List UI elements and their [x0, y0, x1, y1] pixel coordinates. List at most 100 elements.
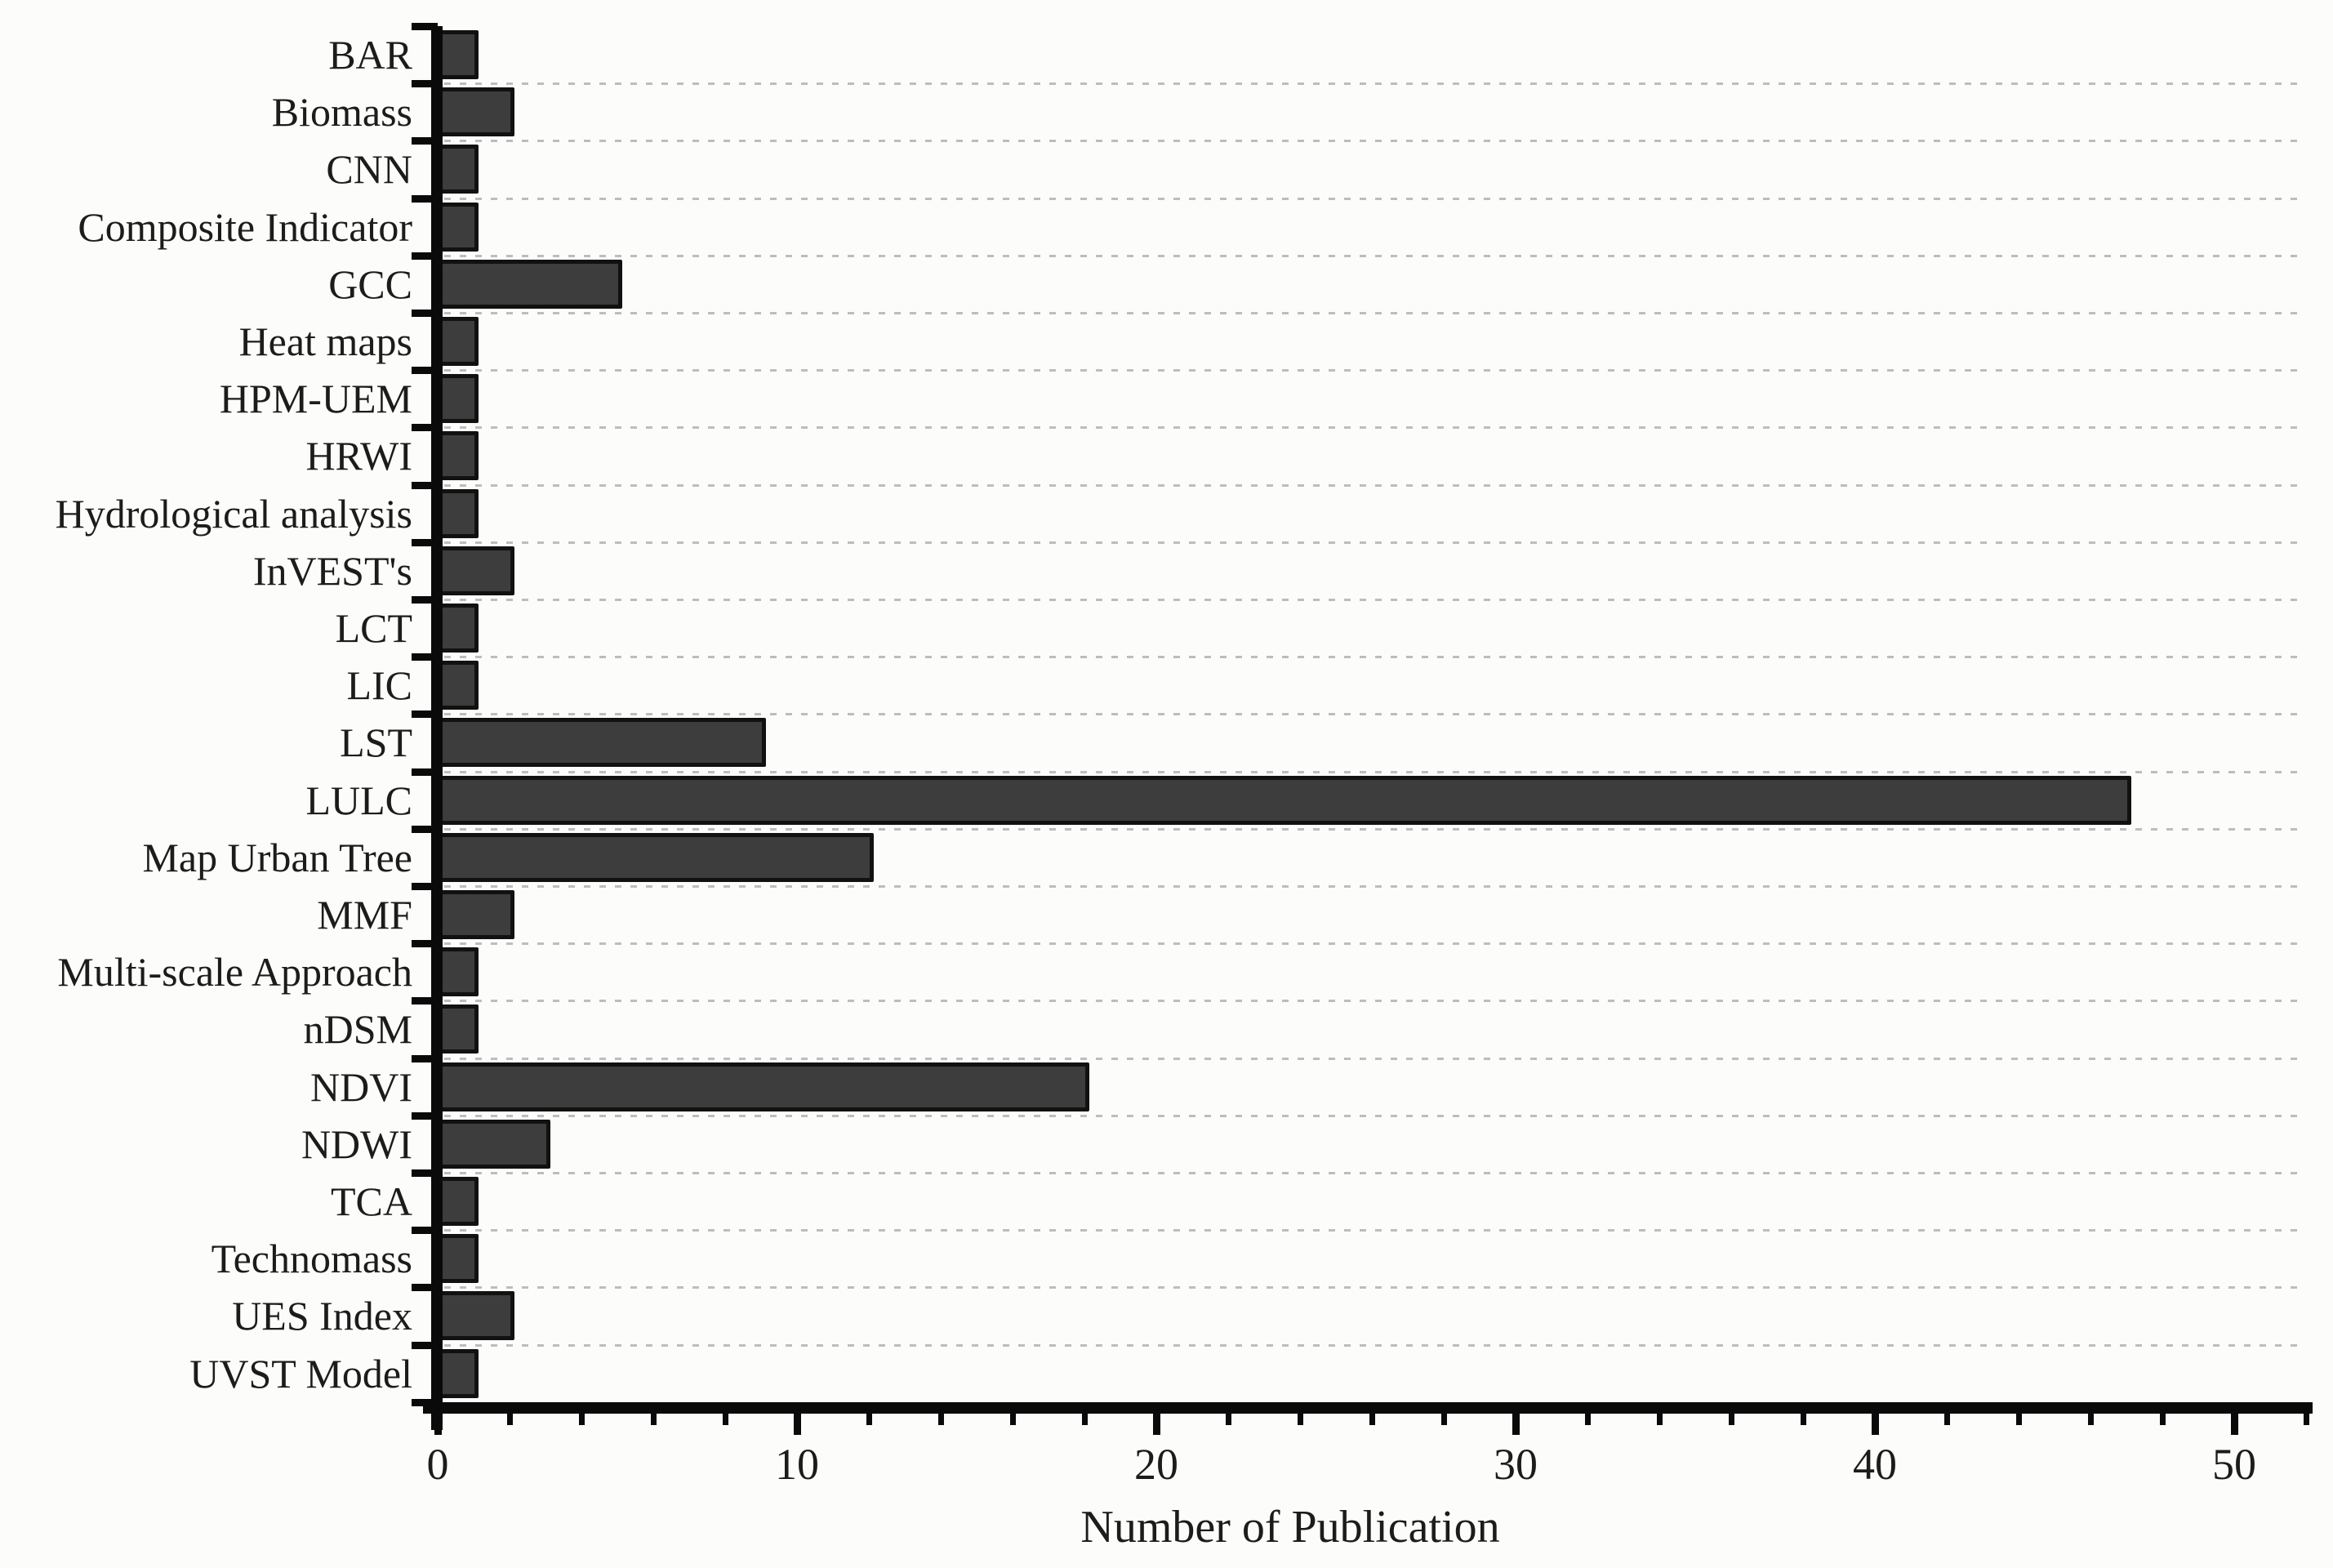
category-label: LST — [340, 719, 412, 766]
gridline — [444, 541, 2301, 544]
gridline — [444, 1000, 2301, 1003]
y-axis-tick — [412, 367, 438, 375]
gridline — [444, 1286, 2301, 1290]
x-major-tick — [2231, 1413, 2238, 1435]
x-tick-label: 20 — [1134, 1439, 1178, 1489]
gridline — [444, 1229, 2301, 1232]
bar-uvst-model — [438, 1348, 479, 1398]
x-tick-label: 10 — [775, 1439, 819, 1489]
x-minor-tick — [507, 1413, 513, 1425]
bar-lst — [438, 718, 766, 768]
category-label: Map Urban Tree — [142, 834, 412, 880]
y-axis-tick — [412, 653, 438, 662]
category-label: UVST Model — [189, 1350, 412, 1396]
bar-hrwi — [438, 431, 479, 481]
gridline — [444, 599, 2301, 601]
category-label: MMF — [317, 892, 412, 938]
gridline — [444, 885, 2301, 888]
bar-heat-maps — [438, 317, 479, 366]
x-minor-tick — [1585, 1413, 1591, 1425]
category-label: Technomass — [211, 1236, 412, 1282]
y-axis-tick — [412, 1284, 438, 1292]
gridline — [444, 1172, 2301, 1174]
x-minor-tick — [1226, 1413, 1231, 1425]
x-minor-tick — [2304, 1413, 2309, 1425]
bar-ndvi — [438, 1062, 1089, 1111]
bar-bar — [438, 30, 479, 79]
x-minor-tick — [1944, 1413, 1950, 1425]
x-minor-tick — [1010, 1413, 1016, 1425]
category-label: LULC — [305, 777, 412, 823]
x-minor-tick — [2088, 1413, 2094, 1425]
x-axis-title: Number of Publication — [1080, 1502, 1500, 1552]
bar-hydrological-analysis — [438, 488, 479, 538]
x-tick-label: 30 — [1494, 1439, 1538, 1489]
y-axis-tick — [412, 252, 438, 260]
x-major-tick — [794, 1413, 801, 1435]
bar-gcc — [438, 259, 622, 309]
x-minor-tick — [579, 1413, 585, 1425]
bar-multi-scale-approach — [438, 947, 479, 997]
y-axis-tick — [412, 825, 438, 833]
x-minor-tick — [723, 1413, 728, 1425]
gridline — [444, 483, 2301, 487]
gridline — [444, 369, 2301, 372]
y-axis-tick — [412, 137, 438, 145]
x-minor-tick — [866, 1413, 872, 1425]
bar-mmf — [438, 890, 514, 939]
category-label: HPM-UEM — [219, 376, 412, 422]
x-tick-label: 50 — [2212, 1439, 2256, 1489]
x-minor-tick — [1082, 1413, 1088, 1425]
category-label: UES Index — [232, 1293, 412, 1339]
bar-hpm-uem — [438, 374, 479, 424]
bar-ues-index — [438, 1291, 514, 1341]
category-label: NDVI — [310, 1063, 412, 1110]
category-label: Hydrological analysis — [55, 490, 412, 537]
y-axis-tick — [412, 710, 438, 719]
x-minor-tick — [1729, 1413, 1734, 1425]
category-label: GCC — [328, 261, 412, 307]
y-axis-tick — [412, 1341, 438, 1349]
x-axis-line — [423, 1401, 2313, 1414]
y-axis-tick — [412, 80, 438, 88]
x-major-tick — [1872, 1413, 1879, 1435]
bar-biomass — [438, 87, 514, 137]
x-minor-tick — [2160, 1413, 2166, 1425]
category-label: Biomass — [271, 89, 412, 136]
x-minor-tick — [651, 1413, 657, 1425]
category-label: HRWI — [305, 433, 412, 479]
category-label: InVEST's — [252, 547, 412, 594]
gridline — [444, 312, 2301, 314]
bar-invest-s — [438, 546, 514, 595]
y-axis-tick — [412, 997, 438, 1005]
bar-composite-indicator — [438, 202, 479, 252]
bar-lic — [438, 661, 479, 710]
y-axis-tick — [412, 23, 438, 30]
gridline — [444, 426, 2301, 430]
bar-cnn — [438, 145, 479, 194]
y-axis-tick — [412, 940, 438, 948]
gridline — [444, 1343, 2301, 1347]
x-minor-tick — [2016, 1413, 2022, 1425]
x-major-tick — [1153, 1413, 1160, 1435]
gridline — [444, 942, 2301, 946]
gridline — [444, 1114, 2301, 1117]
y-axis-tick — [412, 1227, 438, 1235]
x-minor-tick — [1441, 1413, 1447, 1425]
x-minor-tick — [1801, 1413, 1806, 1425]
category-label: CNN — [326, 146, 412, 193]
y-axis-tick — [412, 194, 438, 203]
y-axis-tick — [412, 768, 438, 776]
x-minor-tick — [1369, 1413, 1375, 1425]
x-minor-tick — [1657, 1413, 1663, 1425]
bar-map-urban-tree — [438, 832, 874, 882]
gridline — [444, 1057, 2301, 1060]
category-label: LIC — [346, 662, 412, 709]
bar-lulc — [438, 775, 2131, 825]
gridline — [444, 656, 2301, 659]
gridline — [444, 140, 2301, 143]
category-label: Multi-scale Approach — [57, 949, 412, 996]
category-label: Heat maps — [238, 318, 412, 365]
